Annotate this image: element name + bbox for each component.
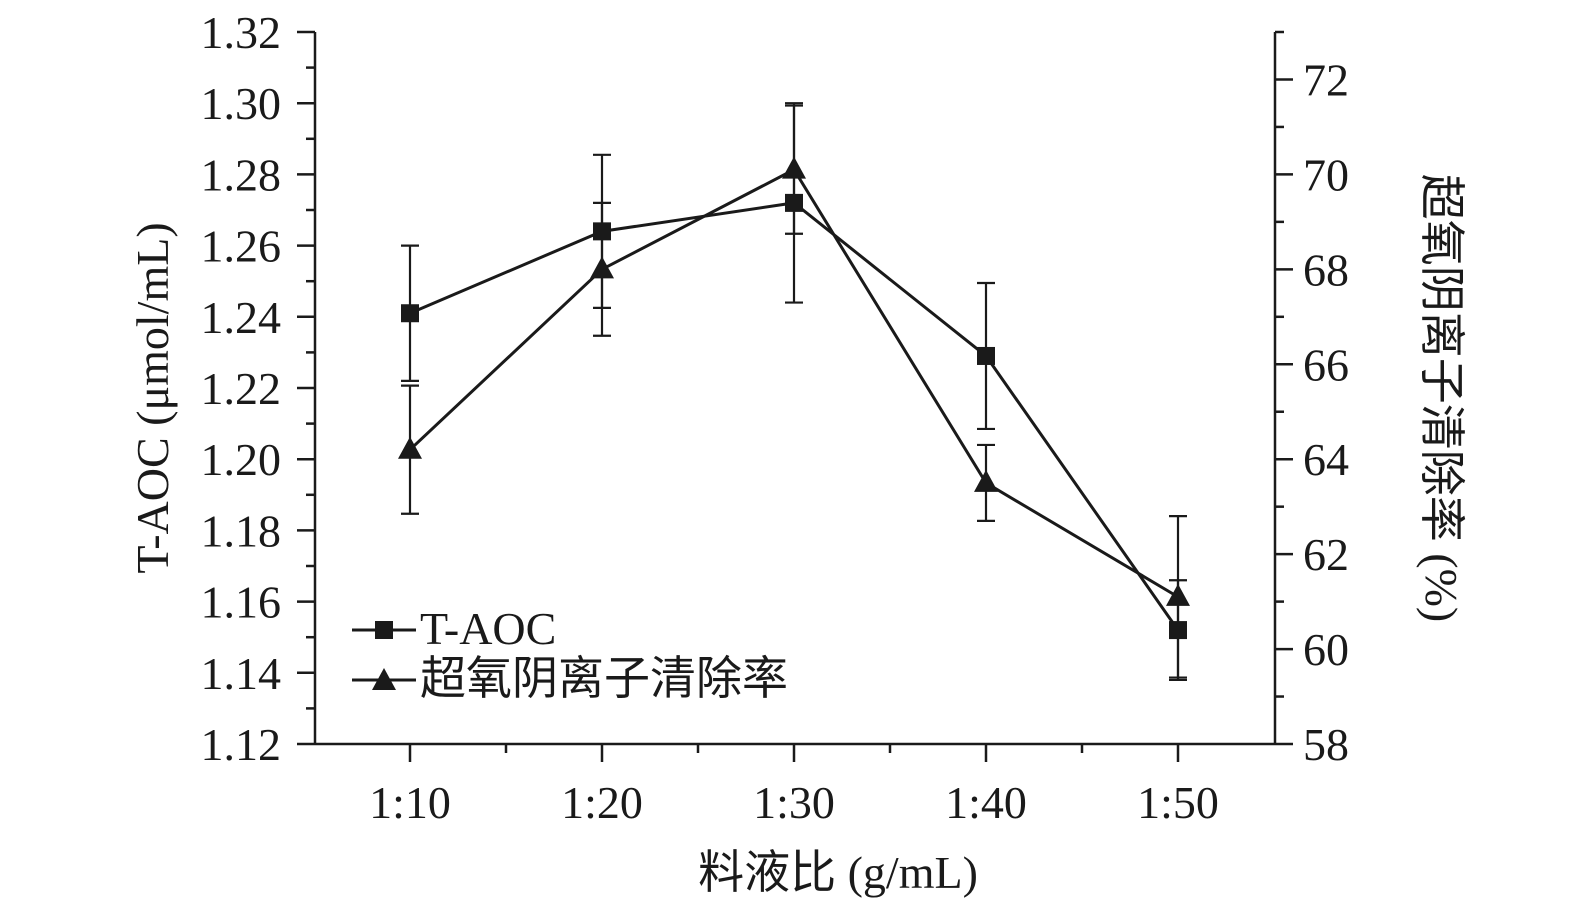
legend-label-t-aoc: T-AOC: [420, 603, 556, 654]
x-axis-title: 料液比 (g/mL): [698, 847, 978, 898]
right-tick-label: 58: [1303, 719, 1349, 770]
legend-square-marker: [375, 621, 393, 639]
right-tick-label: 72: [1303, 54, 1349, 105]
left-y-axis-title: T-AOC (μmol/mL): [127, 222, 178, 573]
right-tick-label: 70: [1303, 149, 1349, 200]
legend-triangle-marker: [372, 668, 396, 690]
left-tick-label: 1.14: [201, 648, 282, 699]
legend-item-t-aoc: T-AOC: [352, 603, 556, 654]
data-point-triangle: [974, 469, 998, 492]
legend-label-superoxide: 超氧阴离子清除率: [420, 653, 788, 704]
left-tick-label: 1.30: [201, 78, 282, 129]
data-point-triangle: [1166, 583, 1190, 606]
x-tick-label: 1:50: [1137, 777, 1219, 828]
left-tick-label: 1.28: [201, 149, 282, 200]
data-point-triangle: [398, 436, 422, 459]
left-tick-label: 1.22: [201, 363, 282, 414]
left-tick-label: 1.24: [201, 292, 282, 343]
left-tick-label: 1.26: [201, 221, 282, 272]
x-tick-label: 1:20: [561, 777, 643, 828]
x-tick-label: 1:40: [945, 777, 1027, 828]
plot-area: 1.12 1.14 1.16 1.18 1.20 1.22 1.24 1.26 1.28 1.30…: [201, 7, 1350, 828]
right-tick-label: 60: [1303, 624, 1349, 675]
right-tick-label: 68: [1303, 244, 1349, 295]
data-point-triangle: [782, 156, 806, 179]
series-superoxide: [398, 104, 1190, 679]
data-point-square: [977, 346, 995, 365]
legend-item-superoxide: 超氧阴离子清除率: [352, 653, 788, 704]
left-tick-label: 1.20: [201, 434, 282, 485]
legend: T-AOC 超氧阴离子清除率: [352, 603, 788, 704]
left-tick-label: 1.16: [201, 577, 282, 628]
data-point-square: [401, 304, 419, 323]
left-tick-label: 1.12: [201, 719, 282, 770]
right-tick-label: 66: [1303, 339, 1349, 390]
left-tick-label: 1.18: [201, 505, 282, 556]
x-tick-label: 1:30: [753, 777, 835, 828]
right-tick-label: 62: [1303, 529, 1349, 580]
ticks: 1.12 1.14 1.16 1.18 1.20 1.22 1.24 1.26 1.28 1.30…: [201, 7, 1350, 828]
right-y-axis-title: 超氧阴离子清除率 (%): [1416, 174, 1467, 622]
x-tick-label: 1:10: [369, 777, 451, 828]
left-tick-label: 1.32: [201, 7, 282, 58]
series: [398, 102, 1190, 682]
data-point-triangle: [590, 256, 614, 279]
right-tick-label: 64: [1303, 434, 1349, 485]
